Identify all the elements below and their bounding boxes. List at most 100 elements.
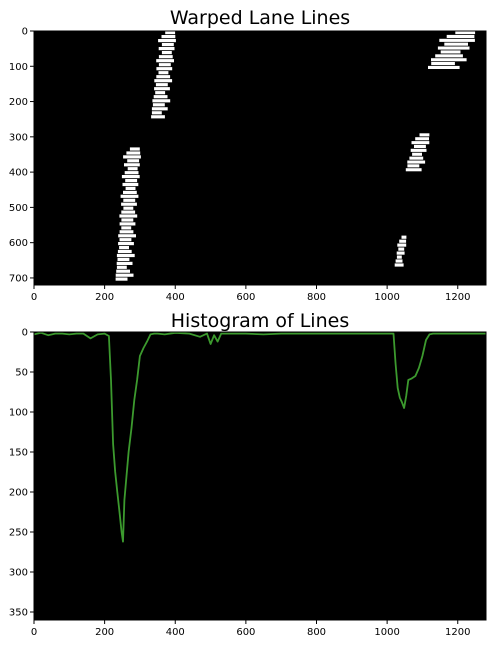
right-lane-middle-pixel <box>415 137 429 141</box>
right-lane-upper-pixel <box>435 54 463 58</box>
left-lane-lower-pixel <box>125 186 136 190</box>
left-lane-upper-pixel <box>161 51 172 55</box>
left-lane-lower-pixel <box>116 269 130 273</box>
left-lane-lower <box>115 147 141 281</box>
left-lane-lower-pixel <box>117 249 132 254</box>
left-lane-lower-pixel <box>116 253 135 258</box>
warped-y-tick-label: 300 <box>9 132 28 143</box>
warped-plot-frame <box>33 30 487 286</box>
histogram-y-tick-label: 350 <box>9 608 28 619</box>
right-lane-upper-pixel <box>446 34 475 38</box>
right-lane-upper-pixel <box>431 62 455 66</box>
histogram-x-tick-label: 0 <box>31 627 37 638</box>
left-lane-lower-pixel <box>116 265 127 269</box>
left-lane-lower-pixel <box>119 230 134 234</box>
left-lane-upper-pixel <box>158 47 175 51</box>
histogram-y-tick-label: 250 <box>9 528 28 539</box>
right-lane-upper <box>428 31 476 69</box>
left-lane-lower-pixel <box>125 179 138 183</box>
right-lane-lower-pixel <box>396 255 402 259</box>
right-lane-middle-pixel <box>409 156 424 160</box>
right-lane-middle-pixel <box>419 133 430 137</box>
histogram-x-tick-label: 1200 <box>445 627 470 638</box>
histogram-y-tick-label: 200 <box>9 488 28 499</box>
histogram-x-tick-label: 600 <box>236 627 255 638</box>
left-lane-upper-pixel <box>156 59 174 63</box>
right-lane-lower-pixel <box>401 235 407 239</box>
right-lane-middle-pixel <box>407 160 426 164</box>
histogram-x-tick-label: 200 <box>95 627 114 638</box>
left-lane-upper-pixel <box>156 67 173 71</box>
histogram-y-tick-label: 300 <box>9 568 28 579</box>
right-lane-middle-pixel <box>414 144 426 148</box>
histogram-series-line <box>33 331 486 543</box>
warped-y-tick-label: 400 <box>9 168 28 179</box>
left-lane-lower-pixel <box>121 210 136 214</box>
left-lane-upper-pixel <box>153 95 168 99</box>
left-lane-lower-pixel <box>121 226 132 230</box>
left-lane-lower-pixel <box>119 246 129 250</box>
left-lane-lower-pixel <box>123 190 137 194</box>
warped-y-axis: 0 100 200 300 400 500 600 700 <box>9 27 34 284</box>
warped-x-tick-label: 1200 <box>445 292 470 303</box>
warped-chart-title: Warped Lane Lines <box>170 7 350 29</box>
left-lane-lower-pixel <box>122 182 139 187</box>
warped-x-tick-label: 1000 <box>374 292 399 303</box>
left-lane-lower-pixel <box>124 171 139 175</box>
warped-y-tick-label: 100 <box>9 62 28 73</box>
left-lane-upper-pixel <box>161 35 176 39</box>
right-lane-upper-pixel <box>428 65 460 69</box>
histogram-x-tick-label: 400 <box>166 627 185 638</box>
histogram-x-axis: 0 200 400 600 800 1000 1200 <box>31 620 470 638</box>
right-lane-middle-pixel <box>412 152 422 156</box>
warped-x-tick-label: 800 <box>307 292 326 303</box>
right-lane-lower-pixel <box>394 263 404 267</box>
left-lane-lower-pixel <box>121 175 140 179</box>
left-lane-lower-pixel <box>119 238 132 242</box>
histogram-x-tick-label: 1000 <box>374 627 399 638</box>
right-lane-upper-pixel <box>431 58 467 62</box>
left-lane-upper-pixel <box>155 91 166 95</box>
right-lane-lower-pixel <box>396 251 405 255</box>
warped-x-tick-label: 400 <box>166 292 185 303</box>
left-lane-upper-pixel <box>158 55 173 59</box>
left-lane-upper-pixel <box>156 75 171 79</box>
warped-y-tick-label: 0 <box>22 27 28 38</box>
left-lane-upper-pixel <box>152 103 165 107</box>
warped-x-tick-label: 200 <box>95 292 114 303</box>
warped-y-tick-label: 200 <box>9 97 28 108</box>
warped-chart: Warped Lane Lines 0 200 400 600 800 1000 1200 … <box>9 7 487 303</box>
left-lane-upper-pixel <box>158 39 176 43</box>
right-lane-upper-pixel <box>455 31 476 35</box>
left-lane-lower-pixel <box>123 155 141 159</box>
left-lane-upper-pixel <box>154 87 170 91</box>
left-lane-upper-pixel <box>161 43 174 47</box>
warped-y-tick-label: 500 <box>9 203 28 214</box>
right-lane-upper-pixel <box>439 38 475 42</box>
left-lane-lower-pixel <box>117 257 130 261</box>
histogram-y-tick-label: 0 <box>22 328 28 339</box>
histogram-y-tick-label: 150 <box>9 448 28 459</box>
right-lane-lower-pixel <box>397 243 407 247</box>
left-lane-upper <box>151 31 176 119</box>
left-lane-upper-pixel <box>151 115 165 119</box>
right-lane-middle-pixel <box>410 148 427 152</box>
left-lane-lower-pixel <box>126 151 141 155</box>
histogram-plot-frame <box>33 331 487 621</box>
right-lane-upper-pixel <box>440 50 461 54</box>
left-lane-upper-pixel <box>152 99 171 103</box>
warped-lane-marks <box>115 31 476 281</box>
left-lane-lower-pixel <box>115 277 128 281</box>
left-lane-lower-pixel <box>120 194 139 198</box>
right-lane-middle-pixel <box>405 168 422 172</box>
left-lane-lower-pixel <box>119 222 136 226</box>
left-lane-upper-pixel <box>151 107 168 111</box>
right-lane-lower-pixel <box>399 239 407 243</box>
histogram-plot-area <box>34 332 486 620</box>
warped-y-tick-label: 700 <box>9 273 28 284</box>
histogram-y-axis: 0 50 100 150 200 250 300 350 <box>9 328 34 619</box>
left-lane-upper-pixel <box>151 111 162 115</box>
warped-x-tick-label: 600 <box>236 292 255 303</box>
right-lane-upper-pixel <box>444 42 468 46</box>
right-lane-lower <box>394 235 407 267</box>
